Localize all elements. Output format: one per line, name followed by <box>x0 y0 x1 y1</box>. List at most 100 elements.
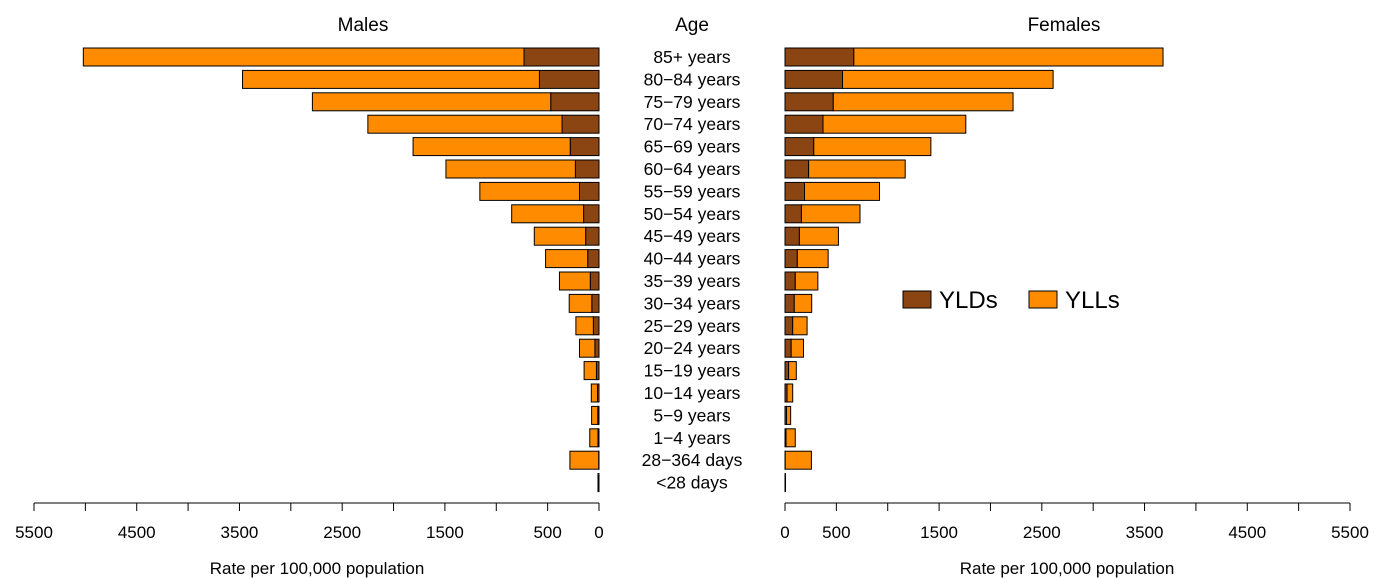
age-group-label: 45−49 years <box>644 226 741 246</box>
bars-layer <box>82 47 1164 493</box>
age-group-label: 85+ years <box>653 47 731 67</box>
age-group-label: 15−19 years <box>644 361 741 381</box>
age-group-label: 50−54 years <box>644 204 741 224</box>
male-yld-bar <box>583 204 600 224</box>
males-x-tick-label: 1500 <box>426 523 464 542</box>
female-yll-bar <box>804 181 881 201</box>
female-yld-bar <box>784 137 815 157</box>
male-yll-bar <box>575 316 594 336</box>
female-yll-bar <box>808 159 906 179</box>
female-yld-bar <box>784 316 794 336</box>
male-yll-bar <box>591 405 599 425</box>
age-column-title: Age <box>675 15 709 36</box>
male-yld-bar <box>523 47 600 67</box>
female-yll-bar <box>798 226 839 246</box>
age-group-label: 30−34 years <box>644 293 741 313</box>
females-x-tick-label: 1500 <box>920 523 958 542</box>
females-x-tick-label: 4500 <box>1228 523 1266 542</box>
age-group-label: 25−29 years <box>644 316 741 336</box>
male-yld-bar <box>561 114 600 134</box>
male-yll-bar <box>578 338 596 358</box>
legend-swatch-ylls <box>1028 290 1058 309</box>
males-x-tick-label: 3500 <box>221 523 259 542</box>
female-yld-bar <box>784 361 790 381</box>
female-yld-bar <box>784 204 802 224</box>
males-x-axis-title: Rate per 100,000 population <box>210 559 425 578</box>
male-yld-bar <box>574 159 600 179</box>
female-yld-bar <box>784 181 806 201</box>
female-yll-bar <box>853 47 1164 67</box>
male-yll-bar <box>479 181 580 201</box>
male-yld-bar <box>550 92 600 112</box>
female-yld-bar <box>784 47 855 67</box>
male-yll-bar <box>311 92 552 112</box>
male-yll-bar <box>511 204 585 224</box>
female-yll-bar <box>796 249 829 269</box>
age-group-label: 80−84 years <box>644 69 741 89</box>
age-group-label: 70−74 years <box>644 114 741 134</box>
female-yll-bar <box>784 450 812 470</box>
female-yld-bar <box>784 226 800 246</box>
age-group-label: 55−59 years <box>644 181 741 201</box>
females-x-tick-label: 500 <box>822 523 850 542</box>
males-x-tick-label: 0 <box>594 523 603 542</box>
males-x-tick-label: 5500 <box>15 523 53 542</box>
female-yll-bar <box>792 316 808 336</box>
female-yll-bar <box>813 137 932 157</box>
males-panel-title: Males <box>338 15 389 36</box>
male-yll-bar <box>533 226 587 246</box>
age-group-label: 20−24 years <box>644 338 741 358</box>
male-yld-bar <box>592 316 600 336</box>
legend: YLDs YLLs <box>902 287 1120 314</box>
males-x-tick-label: 4500 <box>118 523 156 542</box>
legend-label-ylls: YLLs <box>1065 287 1120 314</box>
female-yld-bar <box>784 249 798 269</box>
male-yld-bar <box>585 226 600 246</box>
male-yld-bar <box>591 293 600 313</box>
male-yld-bar <box>569 137 600 157</box>
female-yll-bar <box>794 271 819 291</box>
male-yll-bar <box>589 428 599 448</box>
age-group-label: 10−14 years <box>644 383 741 403</box>
male-yld-bar <box>578 181 600 201</box>
female-yll-bar <box>822 114 967 134</box>
female-yld-bar <box>784 159 810 179</box>
female-yld-bar <box>784 69 844 89</box>
female-yll-bar <box>786 383 794 403</box>
legend-swatch-ylds <box>902 290 932 309</box>
female-yll-bar <box>793 293 813 313</box>
female-yll-bar <box>842 69 1054 89</box>
female-yll-bar <box>785 428 796 448</box>
female-yll-bar <box>790 338 804 358</box>
age-group-label: 40−44 years <box>644 249 741 269</box>
male-yll-bar <box>590 383 598 403</box>
females-x-tick-label: 3500 <box>1126 523 1164 542</box>
males-x-tick-label: 2500 <box>323 523 361 542</box>
x-axes: 0 0 500 500 1500 1500 2500 2500 3500 3500 4500 4500… <box>15 502 1369 542</box>
female-yld-bar <box>784 271 796 291</box>
male-yll-bar <box>367 114 563 134</box>
age-group-label: 75−79 years <box>644 92 741 112</box>
females-x-tick-label: 2500 <box>1023 523 1061 542</box>
females-x-axis-title: Rate per 100,000 population <box>960 559 1175 578</box>
age-group-label: 65−69 years <box>644 137 741 157</box>
age-group-label: 28−364 days <box>642 450 743 470</box>
female-yll-bar <box>786 405 792 425</box>
females-panel-title: Females <box>1028 15 1101 36</box>
male-yld-bar <box>594 338 600 358</box>
male-yld-bar <box>589 271 600 291</box>
female-yld-bar <box>784 338 792 358</box>
age-group-label: 60−64 years <box>644 159 741 179</box>
age-group-label: 35−39 years <box>644 271 741 291</box>
males-x-tick-label: 500 <box>533 523 561 542</box>
legend-label-ylds: YLDs <box>939 287 998 314</box>
male-yld-bar <box>538 69 600 89</box>
female-yll-bar <box>788 361 797 381</box>
female-yll-bar <box>832 92 1014 112</box>
male-yll-bar <box>82 47 525 67</box>
female-yld-bar <box>784 114 824 134</box>
females-x-tick-label: 5500 <box>1331 523 1369 542</box>
age-group-label: 5−9 years <box>653 405 731 425</box>
female-yll-bar <box>800 204 861 224</box>
